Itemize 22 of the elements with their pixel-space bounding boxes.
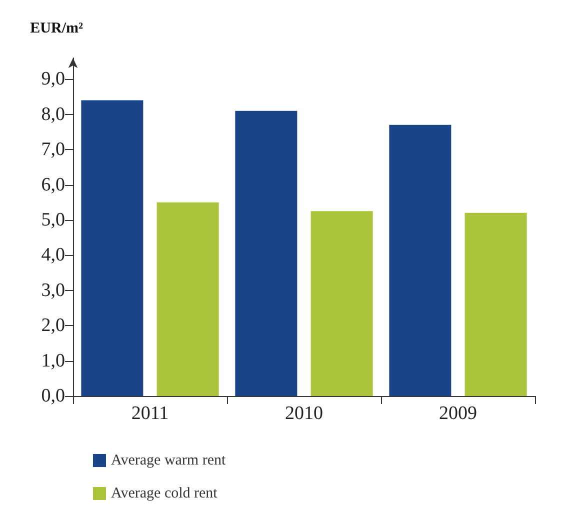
bar — [235, 110, 298, 396]
bar — [310, 211, 373, 396]
x-tick-label: 2010 — [285, 403, 323, 424]
y-tick-label: 2,0 — [41, 315, 65, 336]
y-tick-label: 9,0 — [41, 68, 65, 90]
bar — [81, 100, 144, 396]
x-tick-label: 2009 — [439, 403, 477, 424]
y-axis-title: EUR/m² — [30, 20, 84, 36]
y-tick-label: 0,0 — [41, 386, 65, 406]
x-tick-label: 2011 — [131, 403, 169, 424]
y-tick-label: 8,0 — [41, 104, 65, 125]
y-tick-label: 7,0 — [41, 139, 65, 160]
legend-label: Average cold rent — [111, 486, 218, 502]
y-tick-label: 4,0 — [41, 244, 65, 266]
legend-label: Average warm rent — [111, 452, 226, 468]
y-tick-label: 5,0 — [41, 209, 65, 230]
bar — [464, 212, 527, 396]
y-tick-label: 1,0 — [41, 350, 65, 372]
bar — [389, 124, 452, 396]
y-tick-label: 6,0 — [41, 174, 65, 196]
y-tick-label: 3,0 — [41, 280, 65, 301]
bar — [156, 202, 219, 396]
